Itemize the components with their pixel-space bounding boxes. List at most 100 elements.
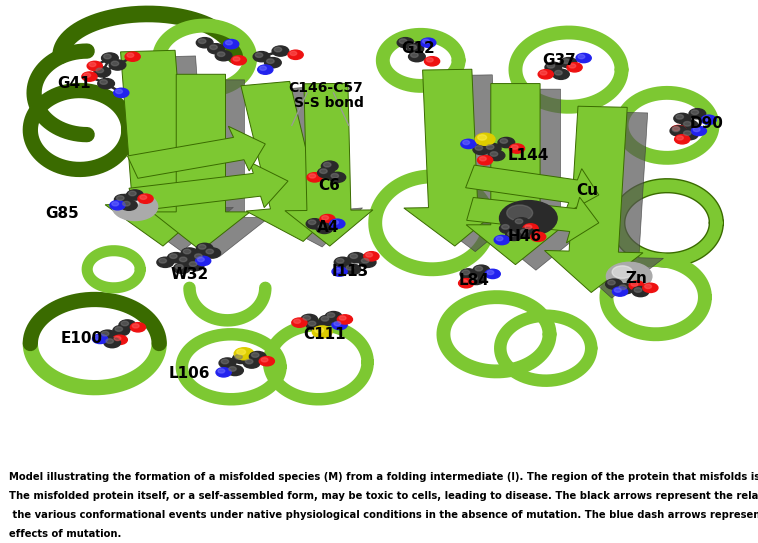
Circle shape xyxy=(321,161,338,171)
Circle shape xyxy=(139,195,147,199)
Circle shape xyxy=(487,270,494,275)
Circle shape xyxy=(334,321,341,326)
Circle shape xyxy=(292,318,307,327)
Circle shape xyxy=(644,285,651,288)
Circle shape xyxy=(506,230,522,241)
Circle shape xyxy=(485,269,500,279)
Circle shape xyxy=(193,252,209,263)
Circle shape xyxy=(518,228,535,238)
Text: A4: A4 xyxy=(317,220,340,235)
Circle shape xyxy=(117,196,124,200)
Circle shape xyxy=(301,314,318,325)
Circle shape xyxy=(117,196,138,209)
Circle shape xyxy=(229,367,236,371)
Circle shape xyxy=(246,359,253,364)
Circle shape xyxy=(190,262,197,266)
Circle shape xyxy=(102,53,118,63)
Text: effects of mutation.: effects of mutation. xyxy=(9,529,121,539)
Text: L106: L106 xyxy=(168,366,210,381)
Circle shape xyxy=(675,135,690,144)
Text: I113: I113 xyxy=(332,264,369,279)
Polygon shape xyxy=(424,75,523,251)
Circle shape xyxy=(138,194,153,203)
Circle shape xyxy=(309,220,316,225)
Circle shape xyxy=(681,130,698,140)
Circle shape xyxy=(478,135,487,140)
Circle shape xyxy=(129,191,136,196)
Circle shape xyxy=(82,72,97,81)
Circle shape xyxy=(206,249,214,254)
Circle shape xyxy=(643,283,658,293)
Circle shape xyxy=(508,231,515,236)
Text: C6: C6 xyxy=(318,178,340,193)
Circle shape xyxy=(306,320,323,330)
Circle shape xyxy=(496,237,503,241)
Circle shape xyxy=(112,193,158,220)
Circle shape xyxy=(545,62,562,72)
Circle shape xyxy=(99,330,116,340)
Text: G37: G37 xyxy=(542,53,576,68)
Circle shape xyxy=(475,267,483,271)
Circle shape xyxy=(318,168,334,178)
Circle shape xyxy=(218,369,224,373)
Polygon shape xyxy=(241,81,343,242)
Circle shape xyxy=(325,312,342,322)
Circle shape xyxy=(399,39,407,43)
Circle shape xyxy=(89,62,96,67)
Circle shape xyxy=(174,263,190,274)
Circle shape xyxy=(500,138,508,143)
Circle shape xyxy=(259,357,274,366)
Polygon shape xyxy=(124,56,233,251)
Circle shape xyxy=(407,43,424,54)
Circle shape xyxy=(227,365,243,376)
Circle shape xyxy=(484,143,501,154)
Circle shape xyxy=(475,133,495,146)
Circle shape xyxy=(459,279,474,288)
Circle shape xyxy=(183,249,191,254)
Circle shape xyxy=(397,37,414,48)
Text: The misfolded protein itself, or a self-assembled form, may be toxic to cells, l: The misfolded protein itself, or a self-… xyxy=(9,491,758,501)
Circle shape xyxy=(236,349,246,355)
Circle shape xyxy=(365,253,373,257)
Circle shape xyxy=(267,59,274,64)
Circle shape xyxy=(487,145,494,149)
Circle shape xyxy=(608,280,615,285)
Polygon shape xyxy=(467,197,599,243)
Polygon shape xyxy=(465,165,599,214)
Circle shape xyxy=(423,39,429,43)
Circle shape xyxy=(473,265,490,275)
Circle shape xyxy=(208,43,224,54)
Circle shape xyxy=(255,53,263,58)
Circle shape xyxy=(631,282,637,286)
Circle shape xyxy=(629,281,644,290)
Circle shape xyxy=(324,162,331,167)
Circle shape xyxy=(424,56,440,66)
Circle shape xyxy=(233,57,240,61)
Circle shape xyxy=(555,71,562,75)
Text: E100: E100 xyxy=(61,331,103,346)
Circle shape xyxy=(330,219,345,229)
Circle shape xyxy=(331,174,339,178)
Circle shape xyxy=(102,331,109,336)
Circle shape xyxy=(197,257,205,262)
Circle shape xyxy=(130,323,146,332)
Circle shape xyxy=(114,88,129,98)
Circle shape xyxy=(195,254,202,258)
Text: W32: W32 xyxy=(171,267,208,282)
Circle shape xyxy=(521,229,528,234)
Circle shape xyxy=(218,52,225,56)
Circle shape xyxy=(199,244,206,249)
Polygon shape xyxy=(404,70,503,246)
Circle shape xyxy=(332,267,347,276)
Circle shape xyxy=(568,64,575,68)
Circle shape xyxy=(259,66,266,71)
Circle shape xyxy=(100,80,108,84)
Circle shape xyxy=(196,256,211,266)
Circle shape xyxy=(560,58,577,68)
Circle shape xyxy=(215,50,232,61)
Circle shape xyxy=(460,269,477,279)
Text: L84: L84 xyxy=(459,273,490,288)
Circle shape xyxy=(689,109,706,119)
Polygon shape xyxy=(565,112,663,298)
Circle shape xyxy=(681,120,698,130)
